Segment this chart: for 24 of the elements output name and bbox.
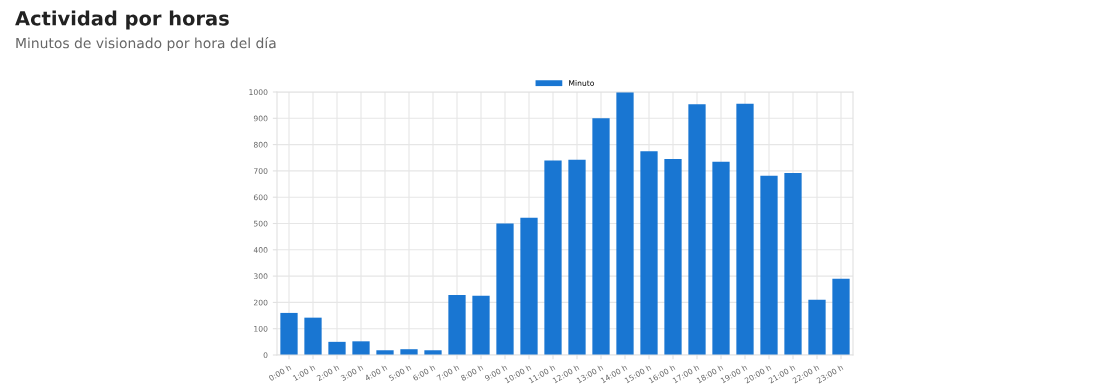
bar bbox=[712, 161, 730, 355]
bar bbox=[496, 223, 514, 355]
bar bbox=[616, 92, 634, 355]
bar bbox=[664, 159, 682, 355]
bar bbox=[328, 341, 346, 355]
text: Minutos de visionado por hora del día bbox=[16, 37, 276, 51]
bar bbox=[280, 312, 298, 355]
bar bbox=[688, 104, 706, 355]
bar bbox=[832, 278, 850, 355]
bar bbox=[400, 349, 418, 355]
bar bbox=[448, 295, 466, 355]
bar bbox=[568, 159, 586, 355]
bar bbox=[472, 295, 490, 355]
bar bbox=[640, 151, 658, 355]
bar bbox=[304, 317, 322, 355]
bar bbox=[592, 118, 610, 355]
chart-title: Actividad por horas bbox=[15, 10, 229, 30]
bar bbox=[808, 299, 826, 355]
bar bbox=[544, 160, 562, 355]
bar bbox=[736, 103, 754, 355]
bar bbox=[520, 217, 538, 355]
bar bbox=[784, 173, 802, 355]
bar bbox=[352, 341, 370, 355]
bar bbox=[760, 175, 778, 355]
